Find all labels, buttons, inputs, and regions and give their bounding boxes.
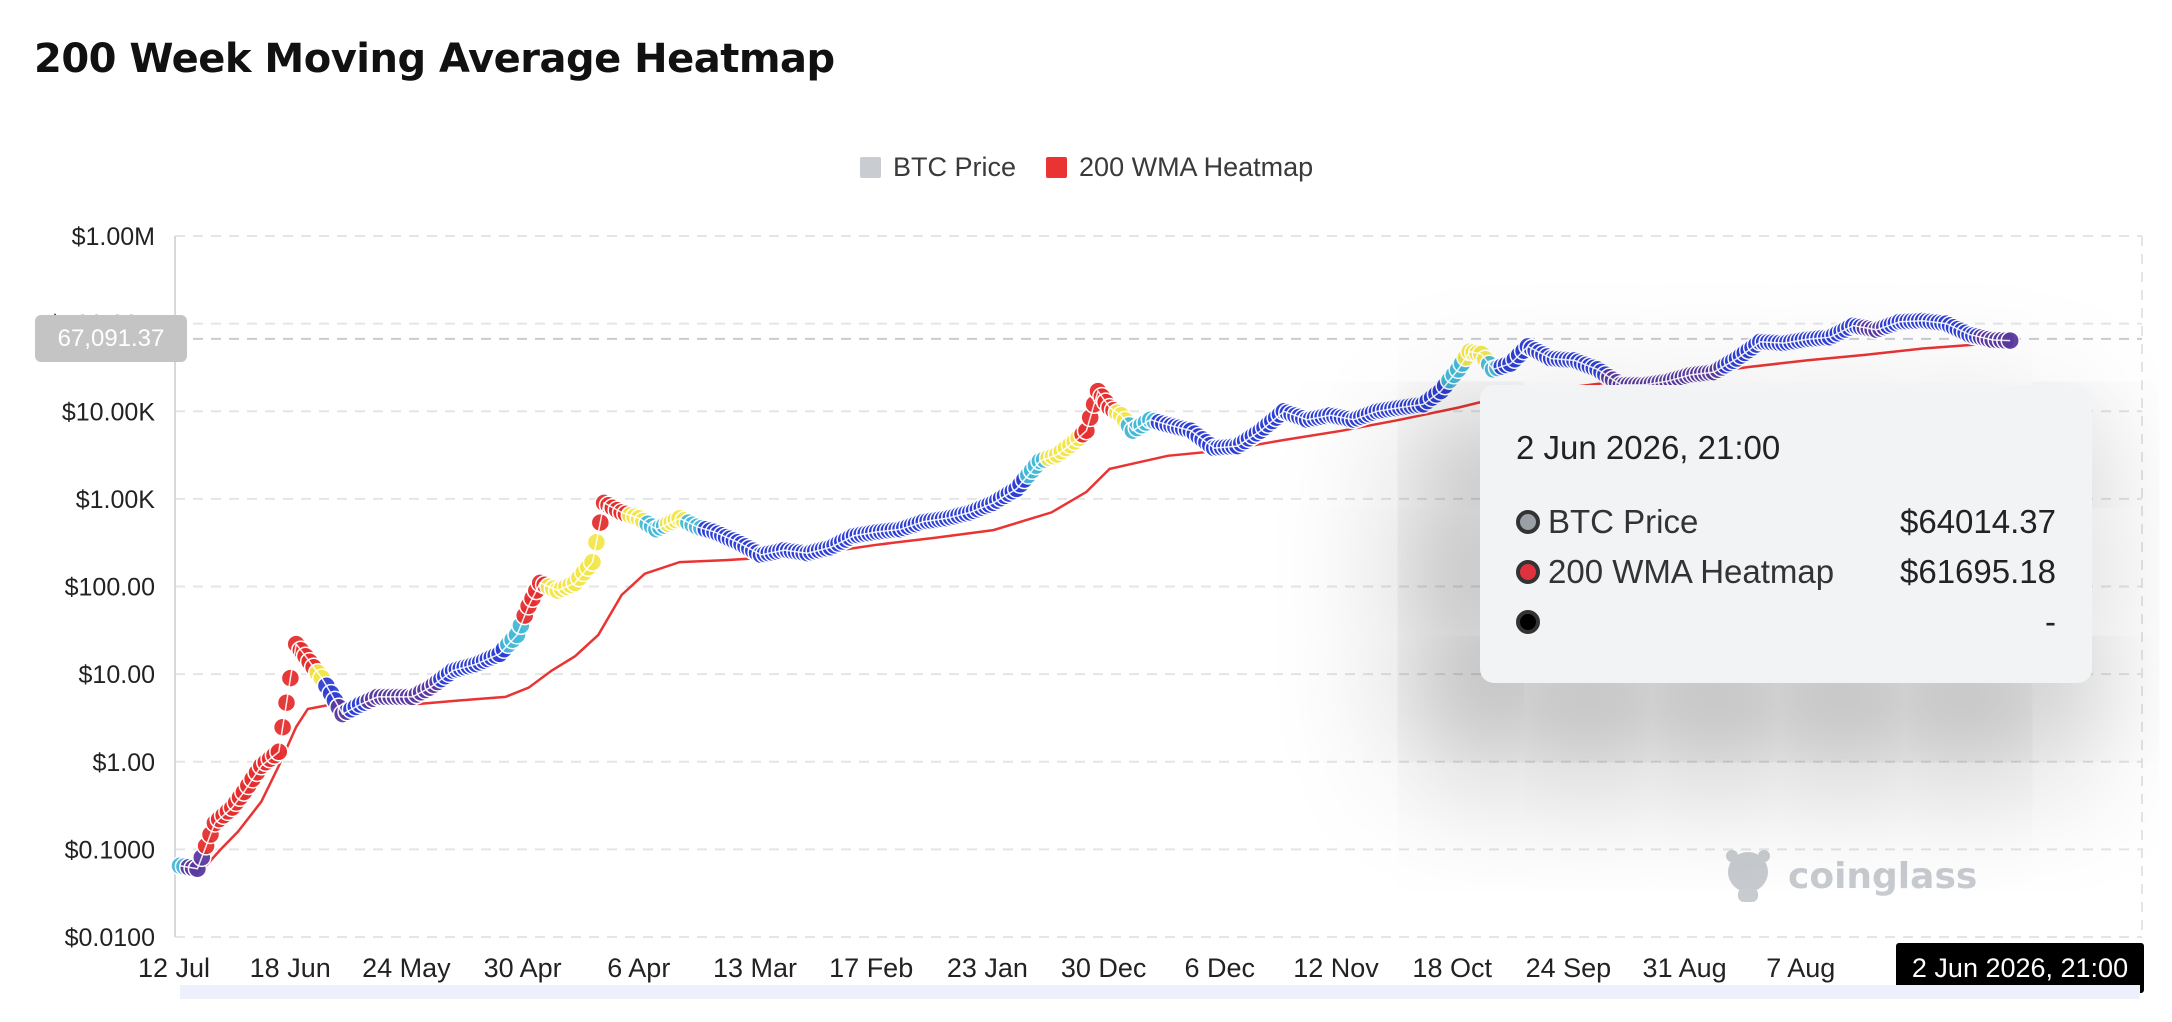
- page-title: 200 Week Moving Average Heatmap: [34, 36, 835, 82]
- coinglass-watermark: coinglass: [1722, 848, 1977, 904]
- legend-swatch-200-wma-heatmap: [1046, 157, 1068, 178]
- coinglass-logo-icon: [1726, 850, 1770, 902]
- series-btc-price-line: [179, 319, 2011, 870]
- tooltip-value-btc-price: $64014.37: [1900, 503, 2056, 540]
- crosshair-date-label: 2 Jun 2026, 21:00: [1896, 943, 2144, 993]
- tooltip-dot-empty: [1516, 610, 1540, 634]
- x-tick-label: 7 Aug: [1766, 953, 1835, 983]
- y-tick-label: $0.0100: [65, 924, 155, 952]
- tooltip-value-empty: -: [2045, 603, 2056, 640]
- legend-item-200-wma-heatmap[interactable]: 200 WMA Heatmap: [1046, 152, 1313, 183]
- y-tick-label: $1.00M: [72, 223, 155, 251]
- x-tick-label: 18 Oct: [1412, 953, 1492, 983]
- legend-label-200-wma-heatmap: 200 WMA Heatmap: [1079, 152, 1314, 182]
- x-tick-label: 30 Dec: [1061, 953, 1147, 983]
- tooltip-value-200-wma-heatmap: $61695.18: [1900, 553, 2056, 590]
- x-tick-label: 31 Aug: [1643, 953, 1727, 983]
- x-tick-label: 30 Apr: [484, 953, 562, 983]
- tooltip-label-200-wma-heatmap: 200 WMA Heatmap: [1548, 553, 1835, 590]
- chart-tooltip: 2 Jun 2026, 21:00 BTC Price $64014.37 20…: [1480, 385, 2092, 683]
- x-tick-label: 13 Mar: [713, 953, 797, 983]
- tooltip-row-btc-price: BTC Price $64014.37: [1516, 503, 2056, 541]
- y-tick-label: $10.00: [79, 661, 155, 689]
- chart-legend: BTC Price 200 WMA Heatmap: [860, 152, 1313, 183]
- legend-swatch-btc-price: [860, 157, 881, 178]
- x-tick-label: 6 Dec: [1185, 953, 1256, 983]
- legend-label-btc-price: BTC Price: [893, 152, 1017, 182]
- y-tick-label: $10.00K: [62, 398, 155, 426]
- tooltip-label-btc-price: BTC Price: [1548, 503, 1699, 540]
- x-tick-label: 23 Jan: [947, 953, 1028, 983]
- chart-range-scrollbar[interactable]: [180, 985, 2140, 999]
- y-tick-label: $100.00: [65, 574, 155, 602]
- x-tick-label: 24 May: [362, 953, 451, 983]
- tooltip-row-200-wma-heatmap: 200 WMA Heatmap $61695.18: [1516, 553, 2056, 591]
- watermark-text: coinglass: [1788, 855, 1978, 897]
- tooltip-dot-200-wma-heatmap: [1516, 560, 1540, 584]
- tooltip-row-empty: -: [1516, 603, 2056, 641]
- x-tick-label: 24 Sep: [1526, 953, 1612, 983]
- x-tick-label: 12 Jul: [138, 953, 210, 983]
- x-tick-label: 18 Jun: [250, 953, 331, 983]
- y-tick-label: $1.00K: [76, 486, 156, 514]
- x-tick-label: 6 Apr: [607, 953, 670, 983]
- crosshair-price-label: 67,091.37: [35, 315, 187, 362]
- tooltip-dot-btc-price: [1516, 510, 1540, 534]
- x-tick-label: 12 Nov: [1293, 953, 1379, 983]
- y-tick-label: $0.1000: [65, 836, 155, 864]
- legend-item-btc-price[interactable]: BTC Price: [860, 152, 1016, 183]
- tooltip-title: 2 Jun 2026, 21:00: [1516, 429, 1781, 466]
- x-tick-label: 17 Feb: [829, 953, 913, 983]
- y-tick-label: $1.00: [92, 749, 155, 777]
